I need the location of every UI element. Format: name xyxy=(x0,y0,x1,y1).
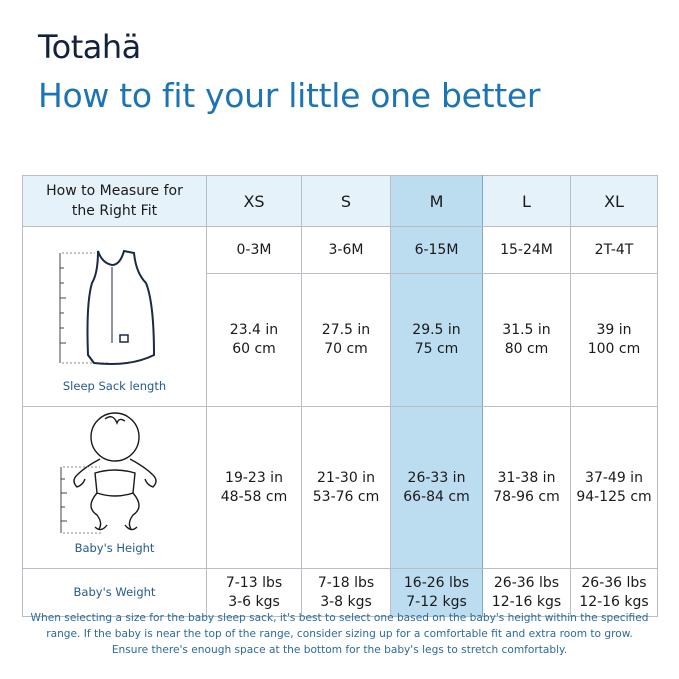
header-row: How to Measure for the Right Fit XS S M … xyxy=(22,175,658,227)
height-l: 31-38 in 78-96 cm xyxy=(482,406,571,569)
size-l: L xyxy=(482,175,571,227)
weight-xl: 26-36 lbs 12-16 kgs xyxy=(570,568,658,617)
height-xs: 19-23 in 48-58 cm xyxy=(206,406,302,569)
weight-xs: 7-13 lbs 3-6 kgs xyxy=(206,568,302,617)
age-xs: 0-3M xyxy=(206,226,302,274)
age-l: 15-24M xyxy=(482,226,571,274)
length-m: 29.5 in 75 cm xyxy=(390,273,483,407)
baby-height-cell: Baby's Height xyxy=(22,406,207,569)
weight-l: 26-36 lbs 12-16 kgs xyxy=(482,568,571,617)
length-l: 31.5 in 80 cm xyxy=(482,273,571,407)
weight-row: Baby's Weight 7-13 lbs 3-6 kgs 7-18 lbs 3-… xyxy=(22,568,658,617)
height-row: Baby's Height 19-23 in 48-58 cm 21-30 in 5… xyxy=(22,406,658,569)
height-xl: 37-49 in 94-125 cm xyxy=(570,406,658,569)
note-line: When selecting a size for the baby sleep… xyxy=(30,612,649,624)
row-label-sleep-sack: Sleep Sack length xyxy=(62,379,167,393)
sleep-sack-cell: Sleep Sack length xyxy=(22,226,207,407)
length-xl: 39 in 100 cm xyxy=(570,273,658,407)
weight-m: 16-26 lbs 7-12 kgs xyxy=(390,568,483,617)
header-label: How to Measure for the Right Fit xyxy=(22,175,207,227)
height-m: 26-33 in 66-84 cm xyxy=(390,406,483,569)
brand-logo: Totahä xyxy=(38,28,141,66)
row-label-height: Baby's Height xyxy=(74,541,155,555)
length-xs: 23.4 in 60 cm xyxy=(206,273,302,407)
age-row: Sleep Sack length 0-3M 3-6M 6-15M 15-24M… xyxy=(22,226,658,407)
weight-label-cell: Baby's Weight xyxy=(22,568,207,617)
length-s: 27.5 in 70 cm xyxy=(301,273,391,407)
age-s: 3-6M xyxy=(301,226,391,274)
age-xl: 2T-4T xyxy=(570,226,658,274)
row-label-weight: Baby's Weight xyxy=(73,585,156,599)
note-line: Ensure there's enough space at the botto… xyxy=(111,644,568,656)
note-line: range. If the baby is near the top of th… xyxy=(46,628,633,640)
size-m: M xyxy=(390,175,483,227)
age-m: 6-15M xyxy=(390,226,483,274)
weight-s: 7-18 lbs 3-8 kgs xyxy=(301,568,391,617)
sizing-note: When selecting a size for the baby sleep… xyxy=(18,610,661,658)
length-row: 23.4 in 60 cm 27.5 in 70 cm 29.5 in 75 cm 3… xyxy=(23,273,658,407)
page-title: How to fit your little one better xyxy=(38,76,541,115)
sleep-sack-icon xyxy=(59,249,155,365)
baby-icon xyxy=(60,412,157,534)
height-s: 21-30 in 53-76 cm xyxy=(301,406,391,569)
size-xs: XS xyxy=(206,175,302,227)
size-xl: XL xyxy=(570,175,658,227)
size-s: S xyxy=(301,175,391,227)
size-chart-table: How to Measure for the Right Fit XS S M … xyxy=(22,175,658,617)
